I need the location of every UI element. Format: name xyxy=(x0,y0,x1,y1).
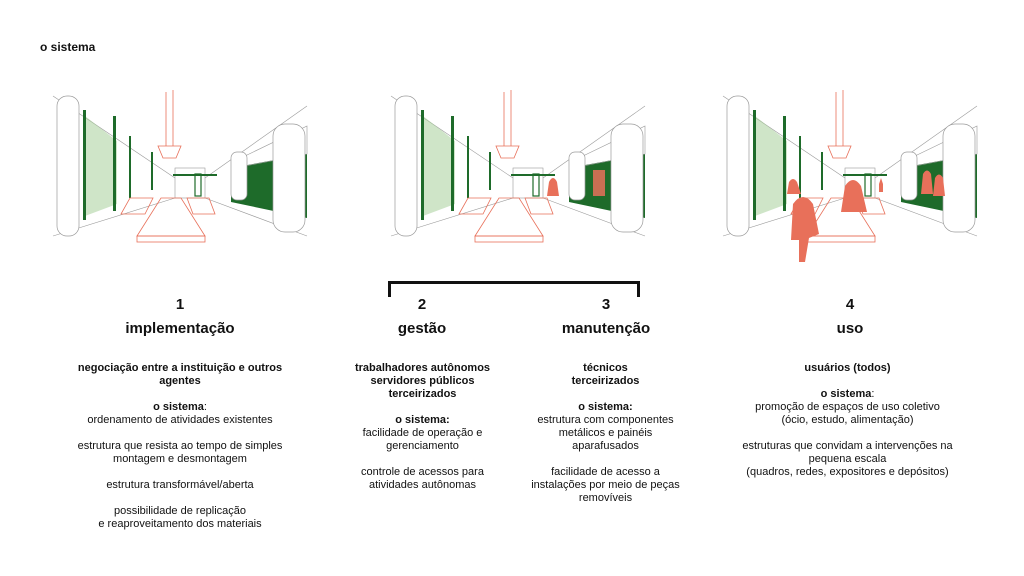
description-line: estrutura que resista ao tempo de simple… xyxy=(77,440,283,452)
description-line: (quadros, redes, expositores e depósitos… xyxy=(746,466,949,478)
stakeholder-line: técnicos xyxy=(583,362,628,374)
system-label-colon: : xyxy=(871,388,875,400)
perspective-drawing xyxy=(722,90,978,262)
system-label-text: o sistema: xyxy=(578,401,633,413)
description-line: aparafusados xyxy=(572,440,639,452)
spacer xyxy=(720,427,975,440)
illustration-use xyxy=(715,86,985,266)
description-line: estrutura transformável/aberta xyxy=(106,479,254,491)
system-label: o sistema: xyxy=(720,388,975,401)
description-line: montagem e desmontagem xyxy=(113,453,247,465)
phase-name: gestão xyxy=(397,320,447,337)
phase-3-heading: 3 manutenção xyxy=(536,296,676,338)
description-line: facilidade de acesso a xyxy=(551,466,660,478)
column-use: usuários (todos) o sistema: promoção de es… xyxy=(720,362,975,479)
system-label: o sistema: xyxy=(518,401,693,414)
phase-2-heading: 2 gestão xyxy=(362,296,482,338)
description-line: gerenciamento xyxy=(386,440,459,452)
description-line: e reaproveitamento dos materiais xyxy=(98,518,262,530)
system-label-text: o sistema xyxy=(820,388,872,400)
description-line: instalações por meio de peças xyxy=(531,479,680,491)
spacer xyxy=(55,492,305,505)
system-label: o sistema: xyxy=(335,414,510,427)
phase-number: 1 xyxy=(175,296,185,313)
system-label-text: o sistema: xyxy=(395,414,450,426)
phase-name: uso xyxy=(836,320,864,337)
description-line: facilidade de operação e xyxy=(362,427,483,439)
phase-4-heading: 4 uso xyxy=(790,296,910,338)
spacer xyxy=(55,427,305,440)
phase-number: 3 xyxy=(601,296,611,313)
description-line: estruturas que convidam a intervenções n… xyxy=(742,440,953,452)
spacer xyxy=(55,466,305,479)
description-line: possibilidade de replicação xyxy=(113,505,247,517)
phase-number: 4 xyxy=(845,296,855,313)
stakeholder-line: terceirizados xyxy=(388,388,457,400)
stakeholder-line: negociação entre a instituição e outros xyxy=(77,362,283,374)
phase-number: 2 xyxy=(417,296,427,313)
column-implementation: negociação entre a instituição e outros a… xyxy=(55,362,305,531)
perspective-drawing xyxy=(52,90,308,243)
phase-name: manutenção xyxy=(561,320,651,337)
perspective-drawing xyxy=(390,90,646,243)
description-line: pequena escala xyxy=(808,453,887,465)
column-maintenance: técnicos terceirizados o sistema: estrutura… xyxy=(518,362,693,505)
stakeholder-line: trabalhadores autônomos xyxy=(354,362,491,374)
spacer xyxy=(335,453,510,466)
description-line: atividades autônomas xyxy=(368,479,476,491)
phase-name: implementação xyxy=(125,320,235,337)
description-line: removíveis xyxy=(578,492,633,504)
page-title: o sistema xyxy=(40,40,96,54)
description-line: ordenamento de atividades existentes xyxy=(87,414,273,426)
stakeholder-line: servidores públicos xyxy=(370,375,475,387)
column-management: trabalhadores autônomos servidores públic… xyxy=(335,362,510,492)
system-label: o sistema: xyxy=(55,401,305,414)
description-line: metálicos e painéis xyxy=(558,427,653,439)
illustration-management xyxy=(383,86,653,266)
description-line: (ócio, estudo, alimentação) xyxy=(781,414,914,426)
stakeholder-line: terceirizados xyxy=(571,375,640,387)
phase-1-heading: 1 implementação xyxy=(100,296,260,338)
description-line: estrutura com componentes xyxy=(537,414,674,426)
description-line: promoção de espaços de uso coletivo xyxy=(755,401,940,413)
system-label-colon: : xyxy=(203,401,207,413)
system-label-text: o sistema xyxy=(153,401,204,413)
illustration-implementation xyxy=(45,86,315,266)
bracket-gestao-manutencao xyxy=(388,281,640,297)
spacer xyxy=(518,453,693,466)
description-line: controle de acessos para xyxy=(361,466,484,478)
stakeholder-line: agentes xyxy=(159,375,201,387)
stakeholder-line: usuários (todos) xyxy=(804,362,891,374)
